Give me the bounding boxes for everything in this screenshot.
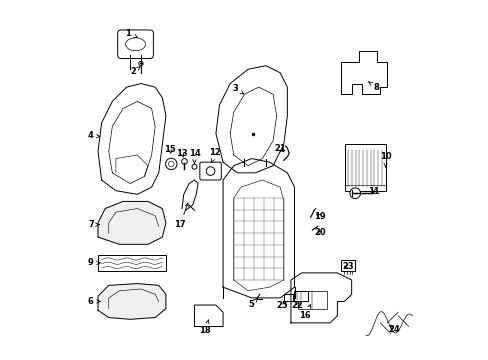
Text: 5: 5: [248, 298, 257, 309]
Polygon shape: [98, 202, 165, 244]
Text: 9: 9: [88, 258, 100, 267]
Bar: [344, 144, 385, 191]
Text: 16: 16: [298, 305, 310, 320]
Text: 11: 11: [367, 187, 379, 196]
Text: 2: 2: [131, 67, 140, 76]
Circle shape: [168, 161, 174, 167]
Bar: [298, 291, 326, 309]
Text: 24: 24: [388, 325, 400, 334]
Text: 13: 13: [176, 149, 187, 158]
Text: 3: 3: [232, 84, 244, 94]
Polygon shape: [98, 284, 165, 319]
Circle shape: [139, 62, 143, 66]
Bar: [293, 291, 307, 301]
Text: 6: 6: [88, 297, 100, 306]
Circle shape: [349, 188, 360, 199]
Text: 4: 4: [88, 131, 100, 140]
Text: 10: 10: [379, 152, 390, 167]
Text: 19: 19: [314, 212, 325, 221]
Circle shape: [206, 167, 214, 175]
Text: 22: 22: [291, 301, 303, 310]
Bar: [283, 294, 292, 301]
FancyBboxPatch shape: [118, 30, 153, 59]
FancyBboxPatch shape: [200, 162, 221, 180]
Text: 1: 1: [125, 29, 137, 38]
Circle shape: [165, 158, 177, 170]
Text: 25: 25: [276, 301, 288, 310]
Ellipse shape: [125, 38, 145, 51]
Text: 12: 12: [209, 148, 221, 162]
Text: 20: 20: [314, 228, 325, 237]
Bar: [340, 260, 354, 271]
Bar: [98, 255, 165, 271]
Text: 18: 18: [199, 320, 211, 334]
Circle shape: [181, 158, 187, 164]
Text: 14: 14: [188, 149, 200, 163]
Text: 23: 23: [342, 262, 353, 271]
Text: 17: 17: [174, 203, 188, 229]
Text: 8: 8: [368, 82, 379, 92]
Circle shape: [192, 164, 197, 169]
Text: 7: 7: [88, 220, 99, 229]
Text: 15: 15: [164, 145, 176, 154]
Text: 21: 21: [274, 144, 285, 153]
